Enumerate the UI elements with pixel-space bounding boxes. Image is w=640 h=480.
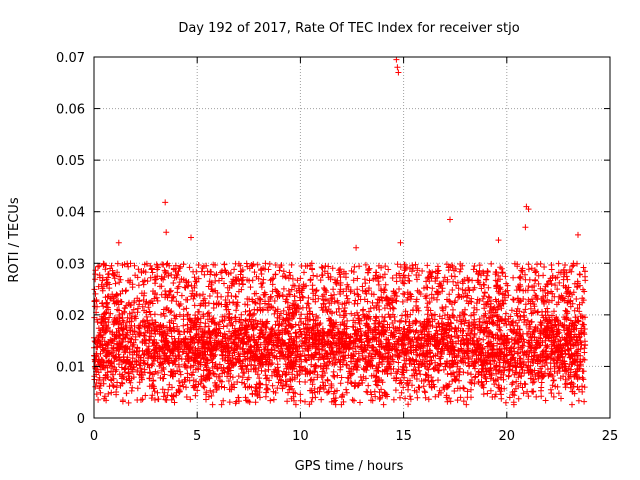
y-tick-label: 0.03: [56, 257, 85, 272]
chart-title: Day 192 of 2017, Rate Of TEC Index for r…: [178, 21, 519, 36]
y-tick-label: 0.04: [56, 206, 85, 221]
y-tick-label: 0: [77, 412, 85, 427]
x-tick-label: 15: [395, 429, 412, 444]
axis-ticks: 0 5 10 15 20 25 0 0.01 0.02 0.03 0.04 0.05 0.06 0.07: [56, 51, 618, 444]
y-axis-label: ROTI / TECUs: [7, 197, 22, 282]
x-tick-label: 0: [90, 429, 98, 444]
plot-border: [93, 56, 611, 419]
y-tick-label: 0.01: [56, 360, 85, 375]
data-points: [91, 56, 589, 408]
y-tick-label: 0.05: [56, 154, 85, 169]
x-tick-label: 20: [499, 429, 516, 444]
x-axis-label: GPS time / hours: [295, 459, 404, 474]
x-tick-label: 25: [602, 429, 619, 444]
y-tick-label: 0.07: [56, 51, 85, 66]
y-tick-label: 0.02: [56, 309, 85, 324]
x-tick-label: 5: [193, 429, 201, 444]
data-point-markers: [91, 56, 589, 408]
x-tick-label: 10: [292, 429, 309, 444]
y-tick-label: 0.06: [56, 103, 85, 118]
